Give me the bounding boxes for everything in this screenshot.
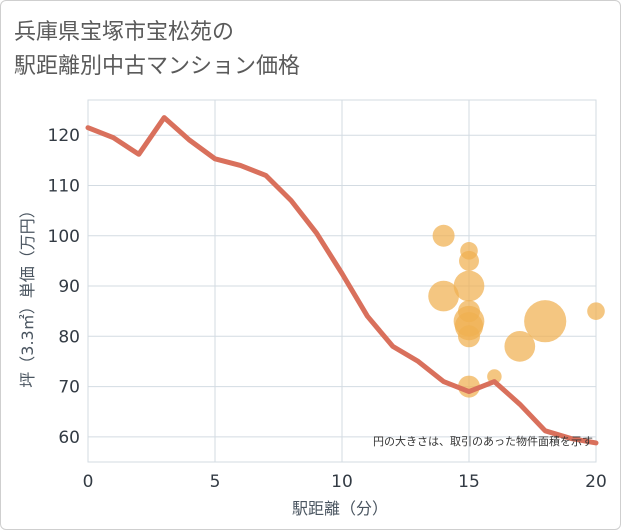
x-tick-label: 5 bbox=[210, 472, 221, 492]
bubble-point bbox=[504, 331, 536, 362]
size-note: 円の大きさは、取引のあった物件面積を示す bbox=[373, 434, 593, 448]
axes: 0 5 10 15 20 60 70 80 90 100 110 120 bbox=[48, 126, 607, 492]
line-layer bbox=[85, 115, 599, 446]
bubble-layer bbox=[428, 224, 605, 398]
x-axis-label: 駅距離（分） bbox=[292, 499, 388, 518]
grid bbox=[87, 99, 597, 463]
chart-title-line2: 駅距離別中古マンション価格 bbox=[14, 54, 301, 79]
y-tick-label: 100 bbox=[48, 227, 80, 247]
chart-title: 兵庫県宝塚市宝松苑の 駅距離別中古マンション価格 bbox=[14, 16, 574, 84]
chart-title-line1: 兵庫県宝塚市宝松苑の bbox=[14, 20, 235, 45]
x-tick-label: 20 bbox=[585, 472, 607, 492]
y-tick-label: 60 bbox=[58, 428, 80, 448]
bubble-point bbox=[453, 270, 485, 302]
average-price-line bbox=[85, 115, 599, 446]
bubble-point bbox=[432, 224, 455, 247]
y-tick-label: 90 bbox=[58, 277, 80, 297]
bubble-point bbox=[458, 325, 480, 348]
x-tick-label: 0 bbox=[83, 472, 94, 492]
x-tick-label: 15 bbox=[458, 472, 480, 492]
y-tick-label: 80 bbox=[58, 327, 80, 347]
x-tick-label: 10 bbox=[331, 472, 353, 492]
bubble-point bbox=[587, 302, 605, 320]
y-tick-label: 110 bbox=[48, 176, 80, 196]
bubble-point bbox=[428, 280, 459, 312]
y-tick-label: 70 bbox=[58, 378, 80, 398]
y-tick-label: 120 bbox=[48, 126, 80, 146]
bubble-point bbox=[524, 300, 567, 343]
y-axis-label: 坪（3.3㎡）単価（万円） bbox=[18, 202, 37, 387]
bubble-point bbox=[459, 250, 479, 271]
bubble-point bbox=[487, 369, 502, 384]
